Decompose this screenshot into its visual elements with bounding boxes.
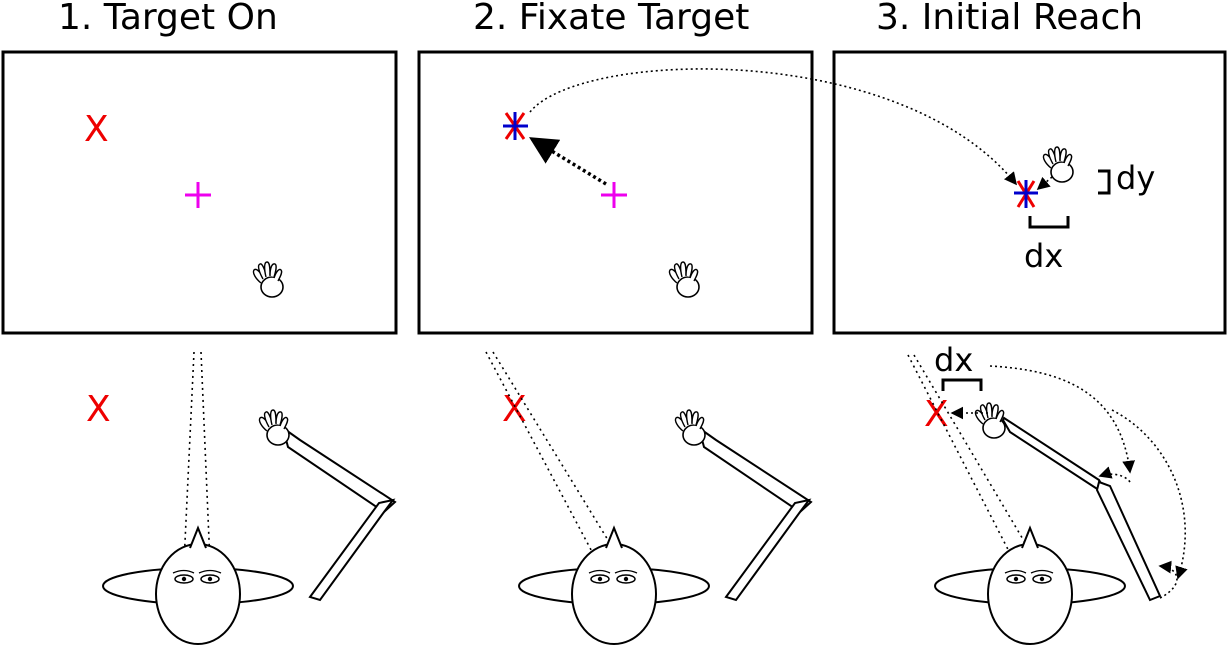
- gaze-star-icon: [1014, 180, 1038, 208]
- head-icon: [934, 527, 1126, 645]
- gaze-lines: [183, 351, 211, 564]
- hand-icon: [1042, 146, 1074, 183]
- gaze-star-icon: [503, 112, 528, 140]
- head-icon: [102, 527, 294, 645]
- hand-icon: [258, 409, 290, 446]
- gaze-transfer-arrow: [529, 68, 1018, 186]
- arm-icon: [1001, 416, 1162, 602]
- gaze-lines: [485, 351, 623, 564]
- target-x-screen-1: X: [84, 109, 109, 150]
- saccade-arrow: [529, 137, 607, 186]
- fixation-cross-icon: [601, 182, 627, 208]
- screen-3: [832, 50, 1227, 335]
- dx-bracket-world: [941, 378, 983, 391]
- panel-1-title: 1. Target On: [58, 0, 278, 38]
- fixation-cross-icon: [185, 182, 211, 208]
- hand-icon: [974, 402, 1006, 439]
- dx-label-screen: dx: [1024, 237, 1063, 275]
- reach-arrow: [1036, 176, 1053, 191]
- hand-icon: [252, 261, 284, 298]
- arm-icon: [697, 425, 813, 602]
- arm-icon: [281, 425, 397, 602]
- panel-2-title: 2. Fixate Target: [473, 0, 750, 38]
- screen-2: [417, 50, 814, 335]
- dy-bracket: [1098, 169, 1111, 195]
- screen-1: [1, 50, 398, 335]
- dx-bracket: [1028, 216, 1070, 229]
- dy-label: dy: [1116, 159, 1155, 197]
- panel-3-title: 3. Initial Reach: [876, 0, 1144, 38]
- hand-icon: [674, 409, 706, 446]
- gaze-lines: [907, 354, 1038, 564]
- hand-icon: [668, 261, 700, 298]
- head-icon: [518, 527, 710, 645]
- target-x-world-1: X: [86, 389, 111, 430]
- feedback-arrows: [989, 365, 1188, 599]
- target-x-world-2: X: [502, 389, 527, 430]
- dx-label-world: dx: [934, 341, 973, 379]
- target-x-world-3: X: [924, 394, 949, 435]
